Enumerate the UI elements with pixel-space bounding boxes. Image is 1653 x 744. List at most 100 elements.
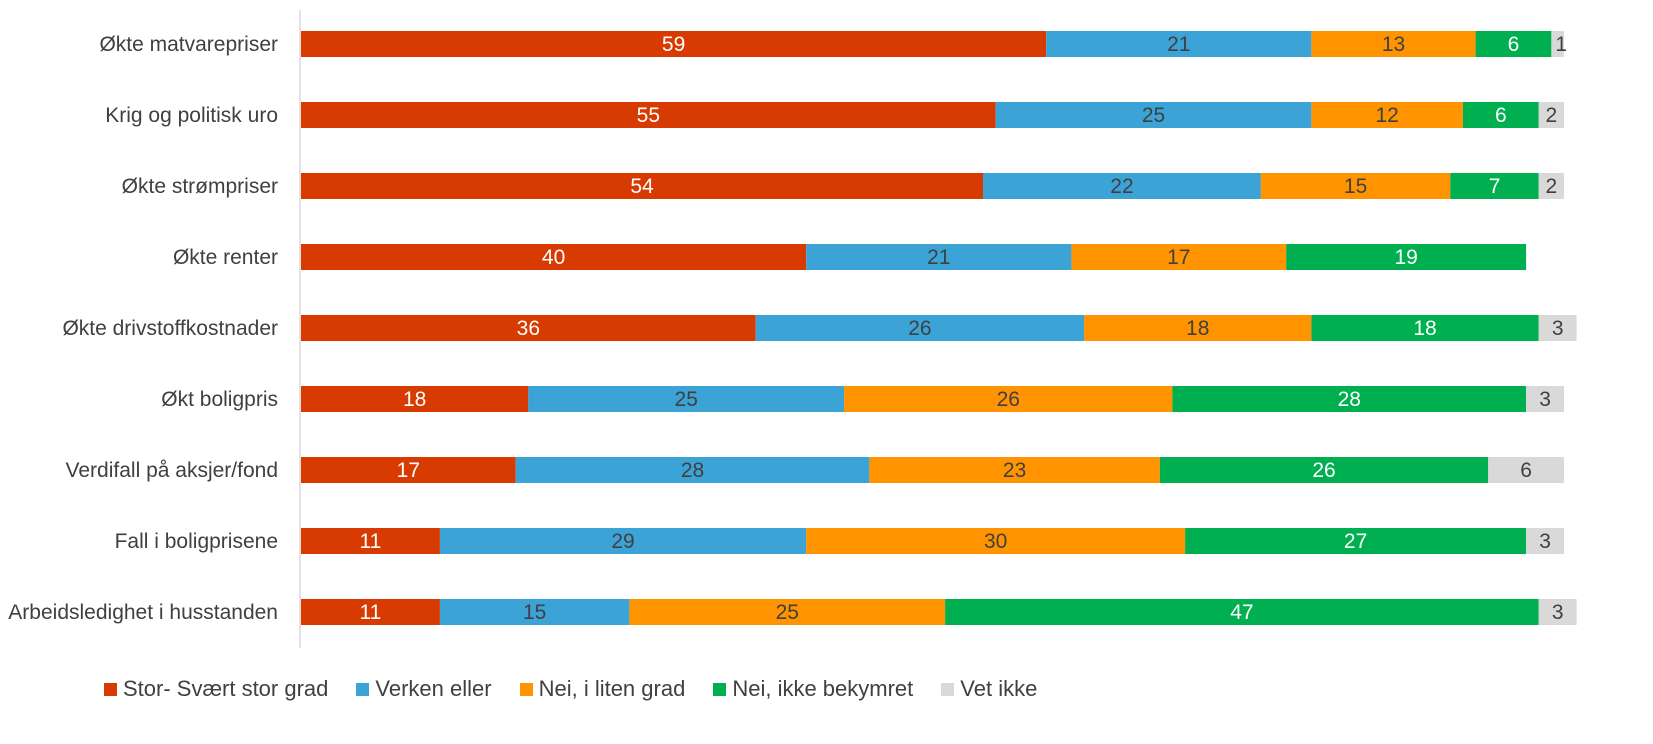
bar-segment (1084, 315, 1312, 341)
legend-item: Verken eller (356, 676, 492, 702)
data-label: 29 (611, 530, 634, 553)
bar-segment (301, 386, 529, 412)
bar-segment (1311, 31, 1476, 57)
bar-segment (515, 457, 870, 483)
category-label: Krig og politisk uro (105, 104, 278, 127)
bar-segment (439, 599, 630, 625)
bar-segment (1185, 528, 1527, 554)
data-label: 54 (630, 175, 654, 198)
bar-segment (806, 244, 1072, 270)
data-label: 6 (1495, 104, 1507, 127)
data-label: 11 (360, 530, 382, 553)
data-label: 11 (360, 601, 382, 624)
category-label: Økt boligpris (161, 388, 278, 411)
data-label: 21 (1167, 33, 1190, 56)
data-label: 13 (1382, 33, 1405, 56)
legend: Stor- Svært stor grad Verken eller Nei, i … (104, 676, 1037, 702)
bar-segment (755, 315, 1085, 341)
data-label: 59 (662, 33, 685, 56)
category-label: Økte matvarepriser (99, 33, 278, 56)
bar-segment (1526, 528, 1564, 554)
data-label: 3 (1539, 388, 1551, 411)
data-label: 25 (776, 601, 799, 624)
data-label: 26 (1312, 459, 1335, 482)
bar-segment (1538, 173, 1564, 199)
bar-segment (1462, 102, 1539, 128)
legend-swatch (104, 682, 117, 696)
bar-segment (301, 599, 440, 625)
data-label: 6 (1520, 459, 1532, 482)
category-label: Fall i boligprisene (115, 530, 278, 553)
bar-segment (806, 528, 1186, 554)
legend-swatch (713, 682, 727, 696)
bar-segment (301, 528, 440, 554)
category-label: Arbeidsledighet i husstanden (8, 601, 278, 624)
data-label: 2 (1546, 175, 1558, 198)
data-label: 22 (1110, 175, 1133, 198)
legend-label: Vet ikke (960, 676, 1038, 701)
data-label: 18 (1186, 317, 1209, 340)
bar-segment (1159, 457, 1489, 483)
category-label: Økte drivstoffkostnader (62, 317, 278, 340)
data-label: 21 (927, 246, 950, 269)
category-label: Verdifall på aksjer/fond (66, 459, 278, 482)
bar-segment (1311, 102, 1463, 128)
bar-segment (301, 102, 996, 128)
data-label: 28 (681, 459, 704, 482)
bar-segment (528, 386, 845, 412)
legend-label: Nei, ikke bekymret (732, 676, 914, 701)
legend-item: Nei, ikke bekymret (713, 676, 913, 702)
legend-label: Verken eller (375, 676, 492, 701)
bar-segment (301, 244, 807, 270)
category-label: Økte renter (173, 246, 278, 269)
legend-swatch (941, 682, 955, 696)
bar-segment (1172, 386, 1527, 412)
data-label: 19 (1394, 246, 1417, 269)
data-label: 25 (675, 388, 698, 411)
bar-segment (1538, 315, 1577, 341)
data-label: 7 (1489, 175, 1501, 198)
data-label: 40 (542, 246, 565, 269)
data-label: 47 (1230, 601, 1253, 624)
data-label: 17 (1167, 246, 1190, 269)
bar-segment (301, 315, 756, 341)
data-label: 18 (1413, 317, 1436, 340)
data-label: 18 (403, 388, 426, 411)
bar-segment (844, 386, 1173, 412)
data-label: 23 (1003, 459, 1026, 482)
data-label: 26 (997, 388, 1020, 411)
data-label: 3 (1552, 317, 1564, 340)
bar-segment (629, 599, 946, 625)
bar-segment (301, 173, 984, 199)
data-label: 25 (1142, 104, 1165, 127)
data-label: 36 (517, 317, 540, 340)
legend-item: Vet ikke (941, 676, 1037, 702)
data-label: 27 (1344, 530, 1367, 553)
bar-segment (1538, 599, 1577, 625)
data-label: 28 (1338, 388, 1361, 411)
legend-item: Stor- Svært stor grad (104, 676, 328, 702)
bar-segment (1526, 386, 1564, 412)
data-label: 26 (908, 317, 931, 340)
bar-segment (1488, 457, 1564, 483)
legend-label: Nei, i liten grad (538, 676, 686, 701)
data-label: 55 (637, 104, 660, 127)
data-label: 1 (1555, 33, 1567, 56)
data-label: 3 (1539, 530, 1551, 553)
legend-item: Nei, i liten grad (519, 676, 686, 702)
data-label: 15 (523, 601, 546, 624)
bar-segment (1260, 173, 1451, 199)
bar-segment (945, 599, 1539, 625)
bar-segment (869, 457, 1160, 483)
bar-segment (983, 173, 1261, 199)
data-label: 30 (984, 530, 1007, 553)
bar-segment (1450, 173, 1539, 199)
bar-segment (1311, 315, 1539, 341)
legend-swatch (519, 682, 533, 696)
category-labels: Økte matvarepriser Krig og politisk uro Øk… (8, 33, 278, 624)
bar-segment (1475, 31, 1552, 57)
bar-segment (1046, 31, 1312, 57)
bar-segment (1071, 244, 1287, 270)
